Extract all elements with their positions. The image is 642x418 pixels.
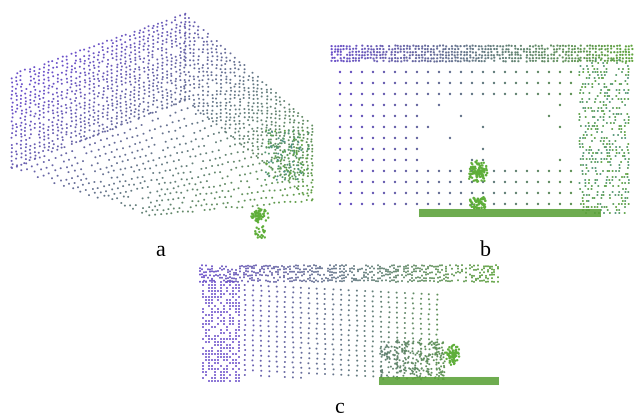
panel-label-b: b [480, 236, 491, 261]
panel-label-a: a [156, 236, 166, 261]
panel-label-c: c [335, 393, 345, 418]
point-cloud-panel-b [330, 44, 634, 218]
point-cloud-panel-c [199, 264, 500, 386]
point-cloud-panel-a [10, 12, 314, 240]
